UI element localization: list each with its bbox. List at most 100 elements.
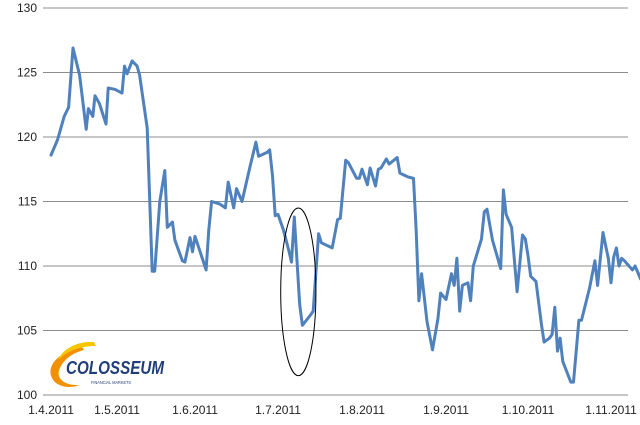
data-point: [618, 265, 620, 267]
data-point: [570, 381, 572, 383]
data-point: [396, 157, 398, 159]
data-point: [453, 284, 455, 286]
data-point: [227, 181, 229, 183]
data-point: [500, 268, 502, 270]
data-point: [87, 108, 89, 110]
data-point: [347, 162, 350, 164]
data-point: [258, 155, 260, 157]
data-point: [72, 47, 74, 49]
data-point: [345, 159, 347, 161]
x-axis-ticks: 1.4.2011 1.5.2011 1.6.2011 1.7.2011 1.8.2011…: [28, 403, 637, 417]
data-point: [131, 60, 133, 62]
data-point: [107, 87, 109, 89]
data-point: [121, 92, 123, 94]
data-point: [491, 239, 494, 241]
y-tick-label: 120: [17, 130, 37, 144]
y-tick-label: 115: [18, 195, 37, 209]
data-point: [164, 169, 166, 172]
data-point: [255, 141, 257, 143]
data-point: [194, 235, 196, 237]
data-point: [235, 188, 238, 190]
data-point: [105, 123, 107, 125]
data-point: [580, 319, 583, 321]
data-point: [613, 256, 615, 258]
data-point: [535, 280, 537, 283]
data-point: [554, 306, 556, 308]
data-point: [530, 275, 532, 277]
data-point: [282, 229, 284, 231]
logo-name: COLOSSEUM: [66, 357, 164, 378]
annotation-ellipse: [280, 207, 317, 377]
data-point: [76, 65, 78, 67]
data-point: [269, 149, 271, 151]
data-point: [527, 255, 529, 257]
data-point: [68, 106, 70, 108]
y-tick-label: 130: [17, 1, 37, 15]
data-point: [467, 282, 469, 284]
annotation-group: [280, 207, 317, 377]
data-point: [337, 219, 339, 221]
y-tick-label: 100: [17, 388, 37, 402]
y-tick-label: 105: [17, 324, 37, 338]
data-point: [219, 203, 221, 205]
gridlines: [43, 7, 628, 331]
data-point: [631, 269, 634, 271]
data-point: [358, 177, 360, 179]
data-point: [516, 291, 518, 293]
data-point: [205, 269, 207, 271]
logo-swoosh-yellow: [58, 341, 96, 360]
y-tick-label: 110: [18, 259, 37, 273]
data-point: [543, 341, 545, 343]
data-point: [79, 74, 81, 76]
data-point: [540, 323, 543, 325]
data-point: [189, 237, 191, 239]
data-point: [123, 65, 126, 67]
data-point: [309, 314, 312, 316]
data-point: [369, 167, 371, 169]
x-tick-label: 1.9.2011: [423, 403, 469, 417]
data-point: [361, 168, 363, 170]
data-point: [266, 151, 268, 154]
data-point: [621, 257, 623, 259]
data-point: [589, 287, 591, 289]
data-point: [171, 221, 173, 223]
data-point: [208, 229, 210, 231]
data-point: [249, 164, 251, 166]
data-point: [312, 310, 314, 312]
data-point: [57, 139, 59, 141]
data-point: [615, 247, 618, 249]
x-tick-label: 1.6.2011: [172, 403, 218, 417]
data-point: [288, 249, 290, 252]
data-point: [607, 257, 609, 259]
data-point: [399, 172, 401, 174]
data-point: [274, 215, 276, 217]
data-point: [450, 273, 453, 275]
data-point: [415, 230, 417, 232]
data-point: [505, 213, 507, 215]
logo-subtitle: FINANCIAL MARKETS: [91, 380, 131, 385]
data-point: [602, 231, 604, 234]
data-point: [548, 337, 551, 339]
data-point: [470, 300, 472, 302]
data-point: [634, 265, 636, 267]
data-point: [610, 282, 612, 284]
data-point: [339, 217, 341, 219]
data-point: [331, 247, 333, 249]
data-point: [271, 175, 274, 177]
data-point: [299, 304, 301, 306]
data-point: [440, 292, 442, 294]
data-point: [502, 189, 504, 191]
data-point: [293, 216, 295, 218]
data-point: [445, 298, 447, 301]
series-group: [49, 46, 640, 384]
data-point: [426, 320, 428, 323]
data-point: [572, 381, 575, 383]
data-point: [191, 251, 194, 253]
data-point: [559, 337, 561, 339]
data-point: [562, 360, 564, 363]
y-axis-ticks: 100 105 110 115 120 125 130: [17, 1, 37, 402]
data-point: [556, 350, 559, 352]
data-point: [472, 265, 474, 267]
data-point: [412, 177, 415, 179]
